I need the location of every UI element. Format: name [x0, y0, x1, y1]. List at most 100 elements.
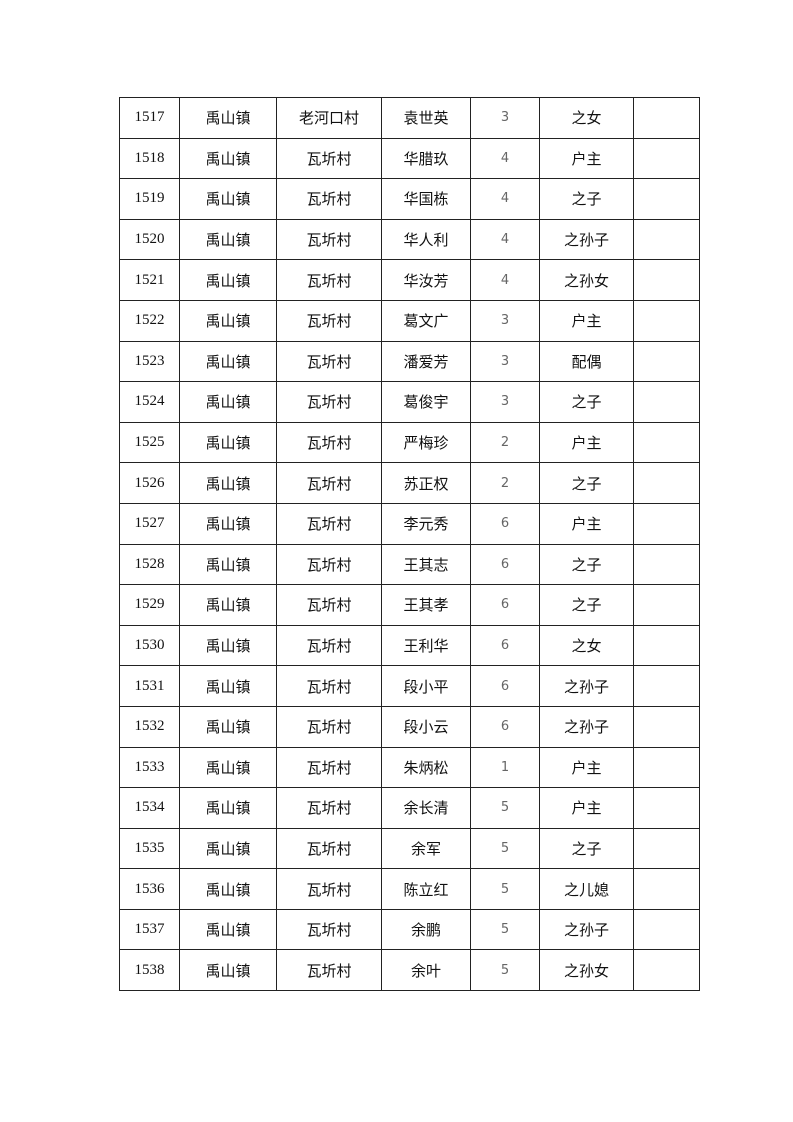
remark-cell	[633, 299, 700, 342]
row-number-cell: 1529	[119, 584, 180, 626]
relation-cell: 之女	[539, 624, 634, 667]
table-row: 1533 禹山镇 瓦圻村 朱炳松 1 户主	[119, 746, 700, 789]
household-size-cell: 6	[470, 584, 540, 626]
person-name-cell: 余长清	[381, 787, 471, 829]
household-size-cell: 5	[470, 949, 540, 992]
village-cell: 瓦圻村	[276, 218, 382, 261]
household-size-cell: 4	[470, 218, 540, 261]
relation-cell: 之孙女	[539, 949, 634, 992]
row-number-cell: 1517	[119, 97, 180, 139]
relation-cell: 之孙子	[539, 908, 634, 951]
household-size-cell: 5	[470, 868, 540, 910]
person-name-cell: 王其志	[381, 543, 471, 586]
village-cell: 瓦圻村	[276, 259, 382, 301]
village-cell: 瓦圻村	[276, 908, 382, 951]
household-size-cell: 4	[470, 259, 540, 301]
person-name-cell: 华腊玖	[381, 137, 471, 180]
household-size-cell: 5	[470, 787, 540, 829]
town-cell: 禹山镇	[179, 259, 277, 301]
relation-cell: 之孙子	[539, 665, 634, 707]
household-size-cell: 2	[470, 421, 540, 464]
person-name-cell: 余叶	[381, 949, 471, 992]
row-number-cell: 1526	[119, 462, 180, 504]
household-size-cell: 4	[470, 178, 540, 220]
town-cell: 禹山镇	[179, 827, 277, 870]
relation-cell: 户主	[539, 787, 634, 829]
town-cell: 禹山镇	[179, 665, 277, 707]
table-row: 1538 禹山镇 瓦圻村 余叶 5 之孙女	[119, 949, 700, 992]
town-cell: 禹山镇	[179, 381, 277, 423]
village-cell: 瓦圻村	[276, 949, 382, 992]
town-cell: 禹山镇	[179, 624, 277, 667]
row-number-cell: 1527	[119, 502, 180, 545]
table-row: 1536 禹山镇 瓦圻村 陈立红 5 之儿媳	[119, 868, 700, 910]
person-name-cell: 陈立红	[381, 868, 471, 910]
remark-cell	[633, 421, 700, 464]
village-cell: 瓦圻村	[276, 381, 382, 423]
table-row: 1537 禹山镇 瓦圻村 余鹏 5 之孙子	[119, 908, 700, 951]
remark-cell	[633, 381, 700, 423]
person-name-cell: 段小平	[381, 665, 471, 707]
village-cell: 瓦圻村	[276, 178, 382, 220]
town-cell: 禹山镇	[179, 178, 277, 220]
town-cell: 禹山镇	[179, 421, 277, 464]
relation-cell: 之子	[539, 584, 634, 626]
row-number-cell: 1533	[119, 746, 180, 789]
relation-cell: 之子	[539, 827, 634, 870]
town-cell: 禹山镇	[179, 340, 277, 383]
table-row: 1527 禹山镇 瓦圻村 李元秀 6 户主	[119, 502, 700, 545]
row-number-cell: 1528	[119, 543, 180, 586]
remark-cell	[633, 949, 700, 992]
town-cell: 禹山镇	[179, 584, 277, 626]
town-cell: 禹山镇	[179, 543, 277, 586]
table-row: 1532 禹山镇 瓦圻村 段小云 6 之孙子	[119, 705, 700, 748]
row-number-cell: 1538	[119, 949, 180, 992]
table-row: 1530 禹山镇 瓦圻村 王利华 6 之女	[119, 624, 700, 667]
person-name-cell: 袁世英	[381, 97, 471, 139]
relation-cell: 户主	[539, 137, 634, 180]
table-row: 1529 禹山镇 瓦圻村 王其孝 6 之子	[119, 584, 700, 626]
household-size-cell: 3	[470, 299, 540, 342]
remark-cell	[633, 543, 700, 586]
person-name-cell: 朱炳松	[381, 746, 471, 789]
relation-cell: 户主	[539, 299, 634, 342]
row-number-cell: 1525	[119, 421, 180, 464]
table-row: 1531 禹山镇 瓦圻村 段小平 6 之孙子	[119, 665, 700, 707]
relation-cell: 户主	[539, 421, 634, 464]
household-table: 1517 禹山镇 老河口村 袁世英 3 之女 1518 禹山镇 瓦圻村 华腊玖 4 户主 1519 禹山镇…	[119, 97, 700, 992]
town-cell: 禹山镇	[179, 908, 277, 951]
remark-cell	[633, 787, 700, 829]
person-name-cell: 葛俊宇	[381, 381, 471, 423]
row-number-cell: 1532	[119, 705, 180, 748]
remark-cell	[633, 137, 700, 180]
household-size-cell: 3	[470, 381, 540, 423]
remark-cell	[633, 259, 700, 301]
remark-cell	[633, 624, 700, 667]
remark-cell	[633, 502, 700, 545]
remark-cell	[633, 868, 700, 910]
household-size-cell: 6	[470, 502, 540, 545]
household-size-cell: 3	[470, 97, 540, 139]
town-cell: 禹山镇	[179, 787, 277, 829]
town-cell: 禹山镇	[179, 949, 277, 992]
town-cell: 禹山镇	[179, 299, 277, 342]
person-name-cell: 李元秀	[381, 502, 471, 545]
relation-cell: 配偶	[539, 340, 634, 383]
town-cell: 禹山镇	[179, 868, 277, 910]
town-cell: 禹山镇	[179, 218, 277, 261]
table-row: 1522 禹山镇 瓦圻村 葛文广 3 户主	[119, 299, 700, 342]
row-number-cell: 1521	[119, 259, 180, 301]
village-cell: 瓦圻村	[276, 299, 382, 342]
remark-cell	[633, 665, 700, 707]
row-number-cell: 1537	[119, 908, 180, 951]
table-row: 1524 禹山镇 瓦圻村 葛俊宇 3 之子	[119, 381, 700, 423]
table-row: 1523 禹山镇 瓦圻村 潘爱芳 3 配偶	[119, 340, 700, 383]
village-cell: 瓦圻村	[276, 787, 382, 829]
village-cell: 瓦圻村	[276, 584, 382, 626]
remark-cell	[633, 705, 700, 748]
table-row: 1526 禹山镇 瓦圻村 苏正权 2 之子	[119, 462, 700, 504]
row-number-cell: 1519	[119, 178, 180, 220]
village-cell: 瓦圻村	[276, 868, 382, 910]
relation-cell: 户主	[539, 502, 634, 545]
town-cell: 禹山镇	[179, 462, 277, 504]
